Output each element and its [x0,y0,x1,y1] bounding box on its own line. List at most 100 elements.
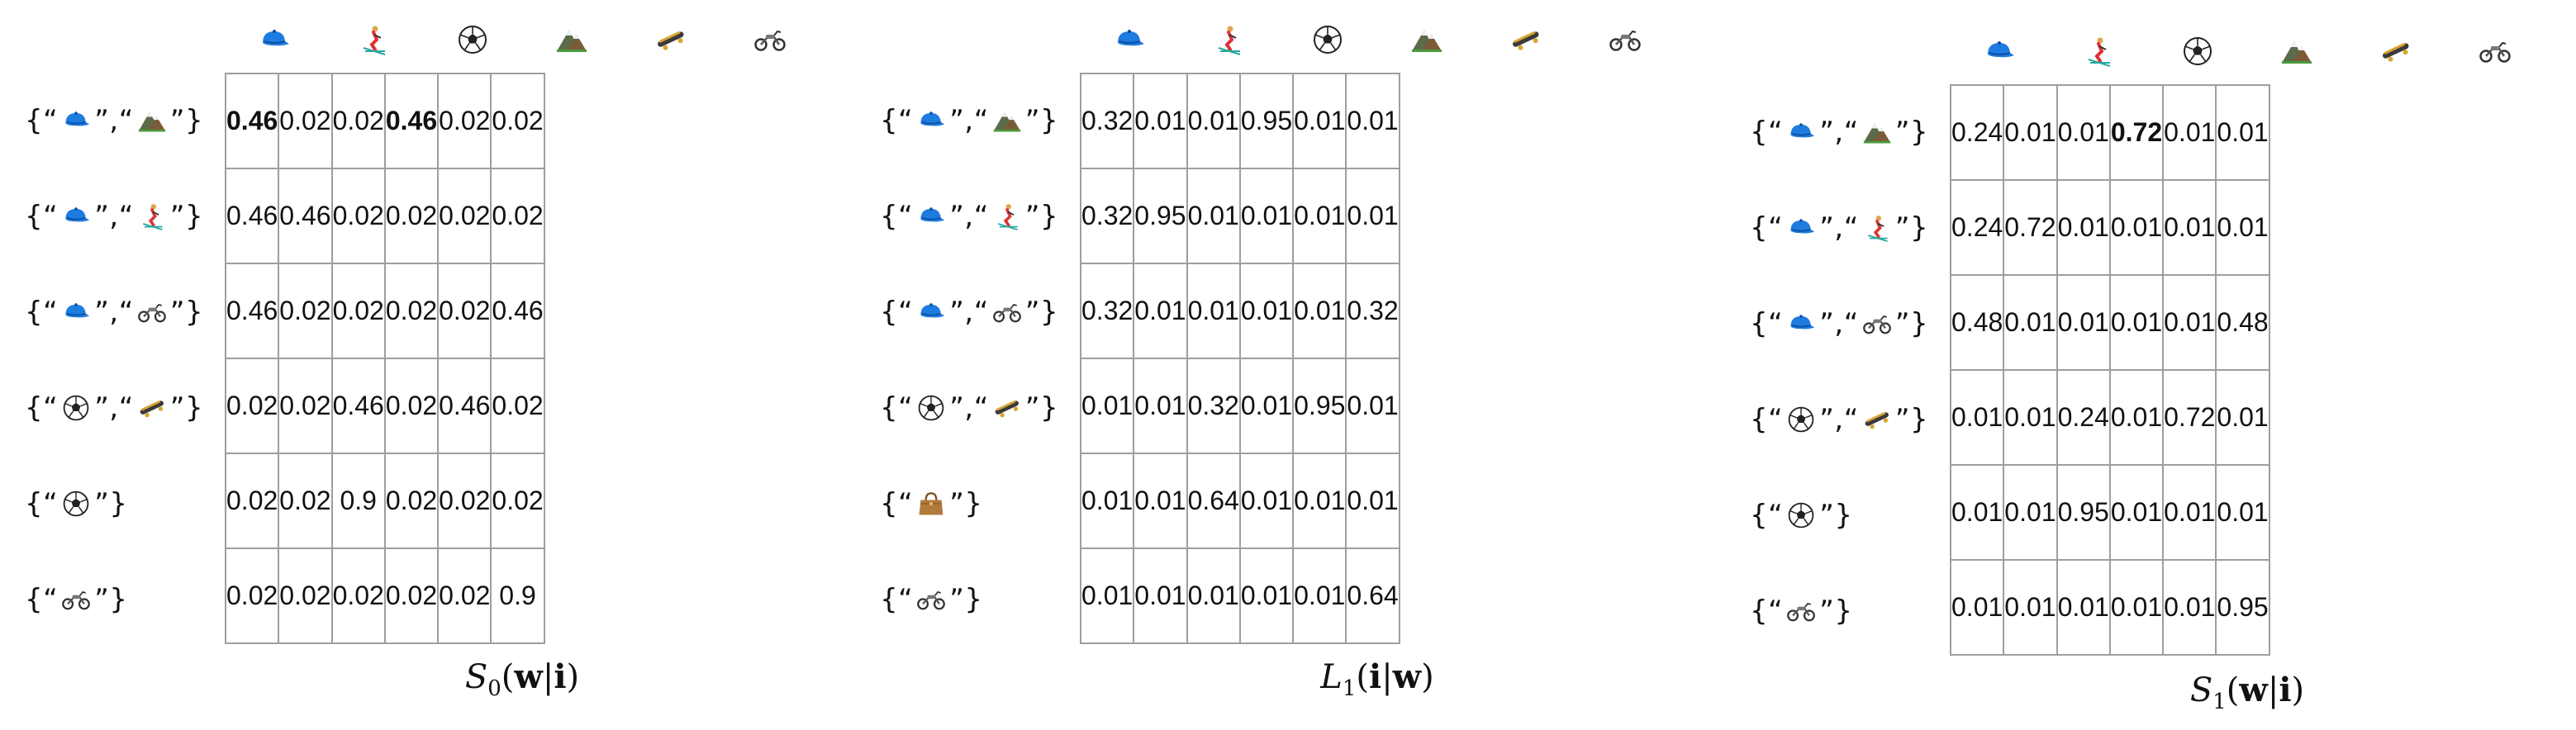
probability-matrix: 0.24 0.01 0.01 0.72 0.01 0.01 0.24 0.72 0.01 0.01… [1949,84,2270,656]
matrix-cell: 0.01 [2003,84,2058,181]
matrix-cell: 0.02 [437,548,492,644]
skier-icon [1179,7,1278,73]
matrix-cell: 0.01 [1345,73,1400,169]
matrix-cell: 0.02 [490,358,545,454]
mountain-icon [2247,18,2346,84]
row-label: {“”, “”} [25,104,204,137]
matrix-cell: 0.01 [1238,358,1295,454]
table-row: 0.01 0.01 0.01 0.01 0.01 0.64 [1079,548,1400,644]
matrix-cell: 0.02 [437,73,492,169]
cap-icon [1783,116,1819,149]
matrix-cell: 0.01 [2056,559,2111,656]
matrix-cell: 0.72 [2108,84,2165,181]
matrix-cell: 0.01 [2162,274,2217,371]
matrix-cell: 0.01 [1238,263,1295,359]
matrix-cell: 0.95 [2215,559,2270,656]
matrix-cell: 0.48 [1949,274,2005,371]
matrix-cell: 0.32 [1345,263,1400,359]
matrix-cell: 0.02 [224,453,280,549]
matrix-cell: 0.01 [2003,369,2058,466]
matrix-cell: 0.46 [383,73,440,169]
row-label: {“”, “”} [880,104,1059,137]
cap-icon [913,296,949,329]
matrix-cell: 0.46 [330,358,386,454]
row-label: {“”, “”} [25,391,204,424]
matrix-cell: 0.32 [1079,73,1135,169]
row-label: {“”, “”} [1750,307,1929,340]
row-label: {“”, “”} [880,391,1059,424]
motorcycle-icon [1576,7,1675,73]
matrix-cell: 0.01 [2108,274,2165,371]
matrix-cell: 0.24 [1949,84,2005,181]
matrix-cell: 0.01 [1345,168,1400,264]
probability-matrix: 0.32 0.01 0.01 0.95 0.01 0.01 0.32 0.95 0.01 0.01… [1079,73,1400,644]
caption-arg-b: i [554,657,567,696]
matrix-cell: 0.24 [1949,179,2005,276]
soccer-ball-icon [58,487,94,520]
matrix-cell: 0.95 [1292,358,1347,454]
matrix-cell: 0.02 [330,168,386,264]
row-label: {“”, “”} [1750,403,1929,436]
matrix-cell: 0.32 [1079,168,1135,264]
cap-icon [913,200,949,233]
table-row: 0.02 0.02 0.9 0.02 0.02 0.02 [224,453,545,549]
matrix-cell: 0.46 [224,263,280,359]
cap-icon [1080,7,1179,73]
row-label: {“”} [1750,595,1853,628]
table-row: 0.02 0.02 0.02 0.02 0.02 0.9 [224,548,545,644]
probability-matrix: 0.46 0.02 0.02 0.46 0.02 0.02 0.46 0.46 0.02 0.02… [224,73,545,644]
table-row: 0.48 0.01 0.01 0.01 0.01 0.48 [1949,274,2270,371]
matrix-cell: 0.46 [490,263,545,359]
table-row: 0.46 0.02 0.02 0.02 0.02 0.46 [224,263,545,359]
matrix-cell: 0.01 [2108,369,2165,466]
cap-icon [58,104,94,137]
table-row: 0.46 0.02 0.02 0.46 0.02 0.02 [224,73,545,169]
table-row: 0.32 0.95 0.01 0.01 0.01 0.01 [1079,168,1400,264]
row-label: {“”, “”} [1750,211,1929,244]
table-row: 0.01 0.01 0.95 0.01 0.01 0.01 [1949,464,2270,561]
skier-icon [324,7,423,73]
motorcycle-icon [989,296,1025,329]
matrix-cell: 0.01 [2162,84,2217,181]
caption-arg-a: w [2239,671,2268,709]
matrix-cell: 0.01 [1949,369,2005,466]
matrix-cell: 0.01 [1238,168,1295,264]
matrix-cell: 0.02 [278,548,333,644]
matrix-cell: 0.01 [1133,453,1188,549]
matrix-cell: 0.02 [278,73,333,169]
matrix-cell: 0.02 [278,263,333,359]
skier-icon [134,200,170,233]
matrix-cell: 0.95 [1238,73,1295,169]
matrix-cell: 0.01 [1186,263,1241,359]
cap-icon [58,200,94,233]
matrix-cell: 0.01 [1238,453,1295,549]
matrix-cell: 0.01 [1186,548,1241,644]
table-row: 0.32 0.01 0.01 0.95 0.01 0.01 [1079,73,1400,169]
mountain-icon [134,104,170,137]
matrix-cell: 0.02 [278,358,333,454]
cap-icon [1950,18,2049,84]
matrix-cell: 0.02 [490,73,545,169]
row-label: {“”} [25,583,128,616]
soccer-ball-icon [913,391,949,424]
table-row: 0.02 0.02 0.46 0.02 0.46 0.02 [224,358,545,454]
matrix-cell: 0.01 [1133,263,1188,359]
motorcycle-icon [1783,595,1819,628]
matrix-cell: 0.01 [1186,73,1241,169]
cap-icon [1783,211,1819,244]
table-row: 0.32 0.01 0.01 0.01 0.01 0.32 [1079,263,1400,359]
soccer-ball-icon [1278,7,1377,73]
matrix-cell: 0.02 [437,453,492,549]
matrix-cell: 0.01 [1079,548,1135,644]
matrix-cell: 0.48 [2215,274,2270,371]
caption-arg-a: i [1368,657,1382,696]
table-row: 0.01 0.01 0.24 0.01 0.72 0.01 [1949,369,2270,466]
matrix-cell: 0.32 [1079,263,1135,359]
matrix-cell: 0.01 [2108,559,2165,656]
soccer-ball-icon [1783,499,1819,532]
row-label: {“”, “”} [880,200,1059,233]
skateboard-icon [989,391,1025,424]
matrix-cell: 0.95 [1133,168,1188,264]
matrix-cell: 0.02 [330,263,386,359]
matrix-cell: 0.01 [2215,369,2270,466]
